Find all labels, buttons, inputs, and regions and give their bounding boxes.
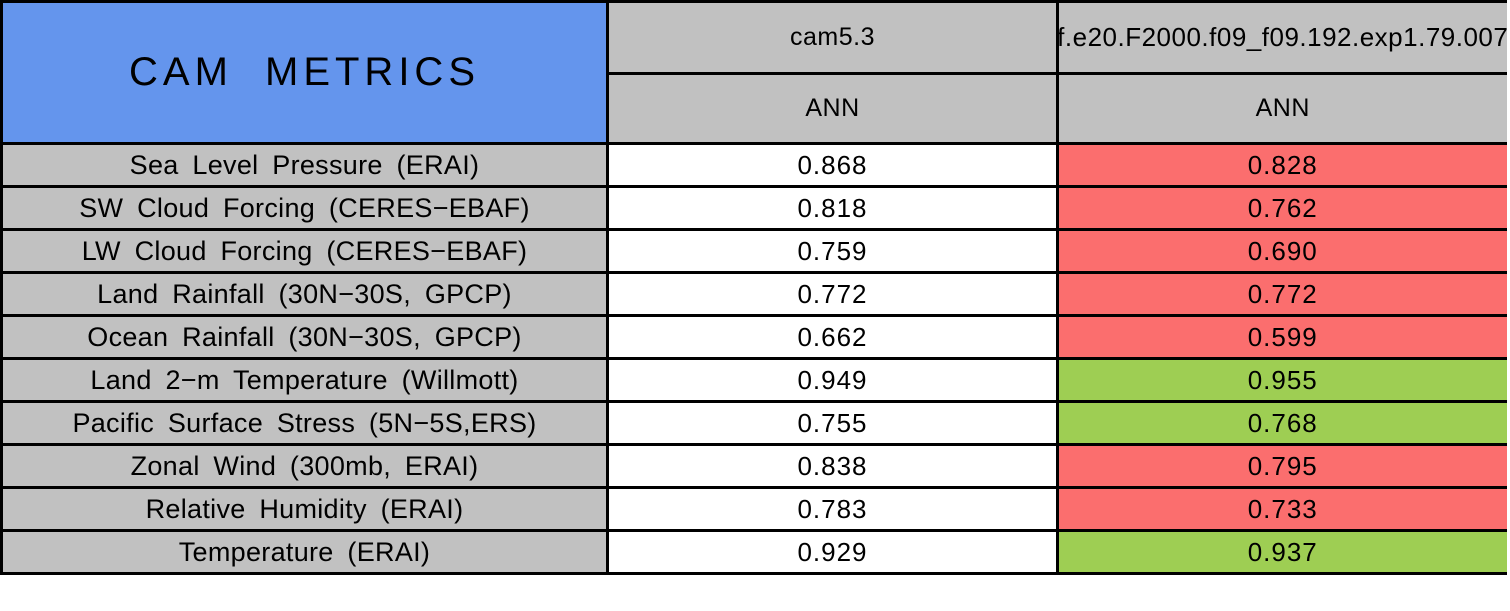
table-row: Land 2−m Temperature (Willmott) 0.949 0.… bbox=[0, 357, 1507, 403]
baseline-value: 0.662 bbox=[606, 314, 1059, 360]
cam-metrics-table: CAM METRICS cam5.3 f.e20.F2000.f09_f09.1… bbox=[0, 0, 1509, 575]
experiment-value: 0.762 bbox=[1056, 185, 1507, 231]
metric-label: Ocean Rainfall (30N−30S, GPCP) bbox=[0, 314, 609, 360]
season-header-baseline: ANN bbox=[606, 72, 1059, 145]
experiment-value: 0.690 bbox=[1056, 228, 1507, 274]
metric-label: Land 2−m Temperature (Willmott) bbox=[0, 357, 609, 403]
table-row: SW Cloud Forcing (CERES−EBAF) 0.818 0.76… bbox=[0, 185, 1507, 231]
baseline-value: 0.759 bbox=[606, 228, 1059, 274]
experiment-value: 0.768 bbox=[1056, 400, 1507, 446]
metric-label: Pacific Surface Stress (5N−5S,ERS) bbox=[0, 400, 609, 446]
metric-label: Zonal Wind (300mb, ERAI) bbox=[0, 443, 609, 489]
table-title: CAM METRICS bbox=[0, 0, 609, 145]
baseline-value: 0.949 bbox=[606, 357, 1059, 403]
model-header-experiment: f.e20.F2000.f09_f09.192.exp1.79.007 bbox=[1056, 0, 1509, 75]
table-row: Temperature (ERAI) 0.929 0.937 bbox=[0, 529, 1507, 575]
experiment-value: 0.795 bbox=[1056, 443, 1507, 489]
table-row: Pacific Surface Stress (5N−5S,ERS) 0.755… bbox=[0, 400, 1507, 446]
season-header-experiment: ANN bbox=[1056, 72, 1507, 145]
table-row: Ocean Rainfall (30N−30S, GPCP) 0.662 0.5… bbox=[0, 314, 1507, 360]
table-row: Relative Humidity (ERAI) 0.783 0.733 bbox=[0, 486, 1507, 532]
baseline-value: 0.783 bbox=[606, 486, 1059, 532]
baseline-value: 0.818 bbox=[606, 185, 1059, 231]
metric-label: SW Cloud Forcing (CERES−EBAF) bbox=[0, 185, 609, 231]
experiment-value: 0.733 bbox=[1056, 486, 1507, 532]
baseline-value: 0.755 bbox=[606, 400, 1059, 446]
baseline-value: 0.929 bbox=[606, 529, 1059, 575]
baseline-value: 0.772 bbox=[606, 271, 1059, 317]
table-row: Land Rainfall (30N−30S, GPCP) 0.772 0.77… bbox=[0, 271, 1507, 317]
experiment-value: 0.599 bbox=[1056, 314, 1507, 360]
metric-label: Land Rainfall (30N−30S, GPCP) bbox=[0, 271, 609, 317]
table-row: LW Cloud Forcing (CERES−EBAF) 0.759 0.69… bbox=[0, 228, 1507, 274]
metric-label: Relative Humidity (ERAI) bbox=[0, 486, 609, 532]
header-row-models: CAM METRICS cam5.3 f.e20.F2000.f09_f09.1… bbox=[0, 0, 1509, 145]
experiment-value: 0.828 bbox=[1056, 142, 1507, 188]
model-header-experiment-label: f.e20.F2000.f09_f09.192.exp1.79.007 bbox=[1057, 22, 1509, 52]
experiment-value: 0.955 bbox=[1056, 357, 1507, 403]
baseline-value: 0.838 bbox=[606, 443, 1059, 489]
experiment-value: 0.772 bbox=[1056, 271, 1507, 317]
table-row: Zonal Wind (300mb, ERAI) 0.838 0.795 bbox=[0, 443, 1507, 489]
metric-label: Sea Level Pressure (ERAI) bbox=[0, 142, 609, 188]
table-row: Sea Level Pressure (ERAI) 0.868 0.828 bbox=[0, 142, 1507, 188]
metric-label: LW Cloud Forcing (CERES−EBAF) bbox=[0, 228, 609, 274]
baseline-value: 0.868 bbox=[606, 142, 1059, 188]
experiment-value: 0.937 bbox=[1056, 529, 1507, 575]
header-row-seasons: ANN ANN bbox=[2, 72, 1507, 145]
metric-label: Temperature (ERAI) bbox=[0, 529, 609, 575]
model-header-baseline: cam5.3 bbox=[606, 0, 1059, 75]
model-header-experiment-wrap: f.e20.F2000.f09_f09.192.exp1.79.007 bbox=[1057, 22, 1509, 53]
